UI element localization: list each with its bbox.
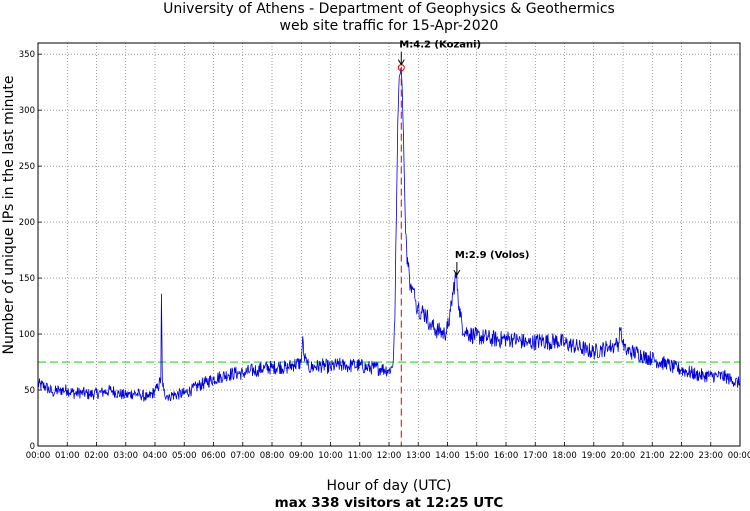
y-tick-label: 350 <box>19 50 35 60</box>
x-tick-label: 15:00 <box>465 451 490 461</box>
x-tick-label: 10:00 <box>318 451 343 461</box>
y-tick-label: 0 <box>30 442 35 452</box>
x-tick-label: 17:00 <box>523 451 548 461</box>
x-tick-label: 06:00 <box>201 451 226 461</box>
y-axis-label: Number of unique IPs in the last minute <box>1 76 17 355</box>
annotation-label: M:2.9 (Volos) <box>455 250 530 261</box>
x-tick-label: 00:00 <box>26 451 51 461</box>
x-tick-label: 11:00 <box>348 451 373 461</box>
plot-frame <box>37 42 741 447</box>
x-tick-label: 18:00 <box>552 451 577 461</box>
x-tick-label: 14:00 <box>435 451 460 461</box>
x-tick-label: 13:00 <box>406 451 431 461</box>
y-tick-label: 50 <box>24 386 35 396</box>
y-tick-label: 150 <box>19 274 35 284</box>
x-tick-label: 22:00 <box>669 451 694 461</box>
x-tick-label: 19:00 <box>582 451 607 461</box>
x-tick-label: 04:00 <box>143 451 168 461</box>
y-tick-label: 200 <box>19 218 35 228</box>
annotation-arrow-head <box>397 59 405 66</box>
x-tick-label: 23:00 <box>699 451 724 461</box>
x-tick-label: 21:00 <box>640 451 665 461</box>
plot-area: 0 50 100 150 200 250 300 350 00:00 01:00 02:00 03:0… <box>19 40 750 461</box>
x-tick-label: 12:00 <box>377 451 402 461</box>
x-axis-label: Hour of day (UTC) <box>327 478 452 494</box>
x-tick-label: 03:00 <box>114 451 139 461</box>
x-tick-label: 07:00 <box>231 451 256 461</box>
chart-subtitle: web site traffic for 15-Apr-2020 <box>280 18 499 34</box>
x-tick-label: 08:00 <box>260 451 285 461</box>
x-tick-label: 20:00 <box>611 451 636 461</box>
x-tick-label: 02:00 <box>84 451 109 461</box>
x-tick-label: 09:00 <box>289 451 314 461</box>
x-tick-label: 00:00 <box>728 451 750 461</box>
x-tick-label: 01:00 <box>55 451 80 461</box>
x-tick-label: 05:00 <box>172 451 197 461</box>
y-tick-label: 250 <box>19 162 35 172</box>
y-tick-label: 300 <box>19 106 35 116</box>
series-line <box>37 66 741 402</box>
y-tick-label: 100 <box>19 330 35 340</box>
chart-title: University of Athens - Department of Geo… <box>163 1 615 17</box>
x-tick-label: 16:00 <box>494 451 519 461</box>
annotation-label: M:4.2 (Kozani) <box>399 40 481 51</box>
annotation-arrow-head <box>453 269 461 277</box>
max-visitors-summary: max 338 visitors at 12:25 UTC <box>275 495 504 511</box>
